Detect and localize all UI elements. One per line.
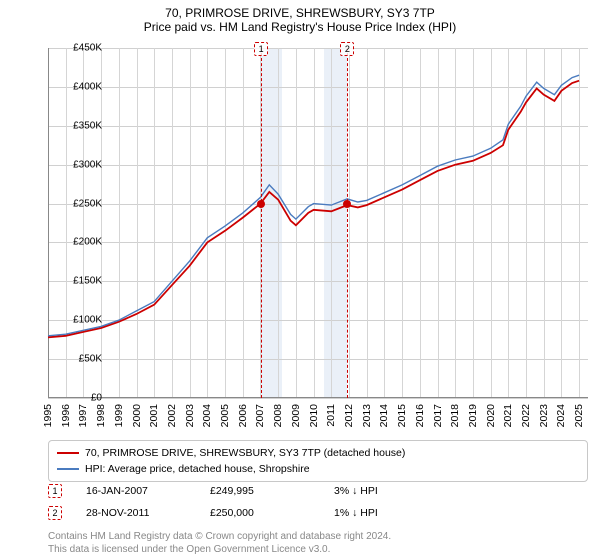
- x-tick-label: 2018: [449, 404, 461, 427]
- x-tick-label: 2015: [396, 404, 408, 427]
- footer-line-2: This data is licensed under the Open Gov…: [48, 543, 391, 556]
- x-tick-label: 2010: [308, 404, 320, 427]
- sale-marker-2-icon: 2: [48, 506, 62, 520]
- sale-marker-1-icon: 1: [48, 484, 62, 498]
- sale-delta-1: 3% ↓ HPI: [334, 485, 434, 497]
- x-tick-label: 2009: [290, 404, 302, 427]
- y-tick-label: £350K: [12, 120, 102, 131]
- x-tick-label: 2011: [325, 404, 337, 427]
- sale-row-1: 1 16-JAN-2007 £249,995 3% ↓ HPI: [48, 484, 588, 498]
- sale-date-2: 28-NOV-2011: [86, 507, 186, 519]
- x-tick-label: 2012: [343, 404, 355, 427]
- y-tick-label: £150K: [12, 276, 102, 287]
- x-tick-label: 2008: [272, 404, 284, 427]
- y-tick-label: £100K: [12, 315, 102, 326]
- y-tick-label: £300K: [12, 159, 102, 170]
- x-tick-label: 2021: [502, 404, 514, 427]
- sale-row-2: 2 28-NOV-2011 £250,000 1% ↓ HPI: [48, 506, 588, 520]
- legend-label-property: 70, PRIMROSE DRIVE, SHREWSBURY, SY3 7TP …: [85, 447, 405, 459]
- x-tick-label: 2013: [361, 404, 373, 427]
- legend-row-property: 70, PRIMROSE DRIVE, SHREWSBURY, SY3 7TP …: [57, 445, 579, 461]
- x-tick-label: 2024: [555, 404, 567, 427]
- x-tick-label: 1996: [60, 404, 72, 427]
- y-tick-label: £450K: [12, 43, 102, 54]
- sale-price-2: £250,000: [210, 507, 310, 519]
- series-property: [48, 81, 579, 338]
- y-tick-label: £200K: [12, 237, 102, 248]
- y-tick-label: £50K: [12, 354, 102, 365]
- x-tick-label: 2025: [573, 404, 585, 427]
- sale-date-1: 16-JAN-2007: [86, 485, 186, 497]
- legend-label-hpi: HPI: Average price, detached house, Shro…: [85, 463, 310, 475]
- x-tick-label: 2023: [538, 404, 550, 427]
- x-tick-label: 2002: [166, 404, 178, 427]
- x-tick-label: 2022: [520, 404, 532, 427]
- sale-marker-line: [347, 48, 348, 398]
- chart-series: [48, 48, 588, 398]
- legend-row-hpi: HPI: Average price, detached house, Shro…: [57, 461, 579, 477]
- x-tick-label: 2003: [184, 404, 196, 427]
- x-tick-label: 1998: [95, 404, 107, 427]
- legend-swatch-property: [57, 452, 79, 454]
- x-tick-label: 2020: [485, 404, 497, 427]
- sale-marker-box: 2: [340, 42, 354, 56]
- y-tick-label: £250K: [12, 198, 102, 209]
- x-tick-label: 2004: [201, 404, 213, 427]
- sale-marker-box: 1: [254, 42, 268, 56]
- sale-dot: [343, 200, 351, 208]
- x-tick-label: 1997: [77, 404, 89, 427]
- sale-marker-line: [261, 48, 262, 398]
- x-tick-label: 1999: [113, 404, 125, 427]
- y-tick-label: £0: [12, 393, 102, 404]
- legend: 70, PRIMROSE DRIVE, SHREWSBURY, SY3 7TP …: [48, 440, 588, 482]
- x-tick-label: 2019: [467, 404, 479, 427]
- x-tick-label: 2007: [254, 404, 266, 427]
- grid-line-h: [48, 398, 588, 399]
- x-tick-label: 2000: [131, 404, 143, 427]
- sale-delta-2: 1% ↓ HPI: [334, 507, 434, 519]
- x-tick-label: 2006: [237, 404, 249, 427]
- sale-price-1: £249,995: [210, 485, 310, 497]
- y-tick-label: £400K: [12, 81, 102, 92]
- x-tick-label: 2014: [378, 404, 390, 427]
- x-tick-label: 2001: [148, 404, 160, 427]
- x-tick-label: 1995: [42, 404, 54, 427]
- chart-subtitle: Price paid vs. HM Land Registry's House …: [0, 20, 600, 38]
- x-tick-label: 2016: [414, 404, 426, 427]
- x-tick-label: 2017: [432, 404, 444, 427]
- chart-title: 70, PRIMROSE DRIVE, SHREWSBURY, SY3 7TP: [0, 0, 600, 20]
- chart-plot-area: 12: [48, 48, 588, 398]
- series-hpi: [48, 75, 579, 336]
- footer-line-1: Contains HM Land Registry data © Crown c…: [48, 530, 391, 543]
- x-tick-label: 2005: [219, 404, 231, 427]
- footer-attribution: Contains HM Land Registry data © Crown c…: [48, 530, 391, 556]
- legend-swatch-hpi: [57, 468, 79, 470]
- sale-dot: [257, 200, 265, 208]
